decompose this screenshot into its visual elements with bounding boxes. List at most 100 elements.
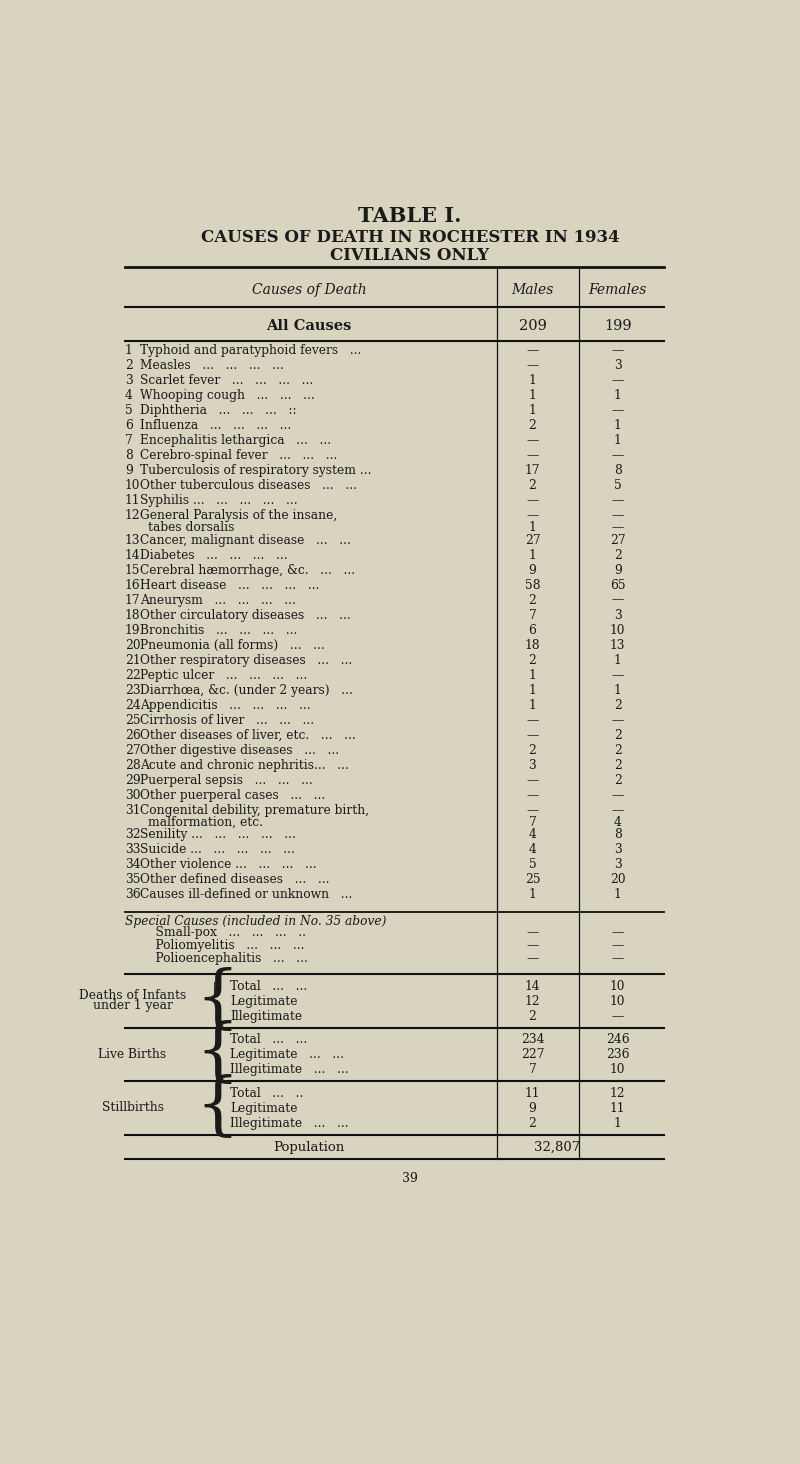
Text: 2: 2 — [529, 744, 536, 757]
Text: 2: 2 — [529, 653, 536, 666]
Text: 30: 30 — [125, 789, 140, 802]
Text: 10: 10 — [125, 479, 140, 492]
Text: CAUSES OF DEATH IN ROCHESTER IN 1934: CAUSES OF DEATH IN ROCHESTER IN 1934 — [201, 228, 619, 246]
Text: Poliomyelitis   ...   ...   ...: Poliomyelitis ... ... ... — [140, 938, 305, 952]
Text: 18: 18 — [125, 609, 141, 622]
Text: CIVILIANS ONLY: CIVILIANS ONLY — [330, 247, 490, 265]
Text: 12: 12 — [525, 994, 540, 1007]
Text: —: — — [611, 521, 624, 534]
Text: 10: 10 — [610, 979, 626, 993]
Text: Other circulatory diseases   ...   ...: Other circulatory diseases ... ... — [140, 609, 351, 622]
Text: —: — — [611, 789, 624, 802]
Text: Causes of Death: Causes of Death — [252, 283, 366, 297]
Text: 2: 2 — [529, 479, 536, 492]
Text: —: — — [611, 493, 624, 507]
Text: Deaths of Infants: Deaths of Infants — [79, 988, 186, 1001]
Text: 58: 58 — [525, 578, 540, 591]
Text: Syphilis ...   ...   ...   ...   ...: Syphilis ... ... ... ... ... — [140, 493, 298, 507]
Text: Cancer, malignant disease   ...   ...: Cancer, malignant disease ... ... — [140, 533, 351, 546]
Text: Legitimate: Legitimate — [230, 1102, 298, 1114]
Text: 65: 65 — [610, 578, 626, 591]
Text: Legitimate: Legitimate — [230, 994, 298, 1007]
Text: Other tuberculous diseases   ...   ...: Other tuberculous diseases ... ... — [140, 479, 358, 492]
Text: 31: 31 — [125, 804, 140, 817]
Text: 1: 1 — [529, 389, 536, 401]
Text: Total   ...   ...: Total ... ... — [230, 1034, 307, 1047]
Text: Special Causes (included in No. 35 above): Special Causes (included in No. 35 above… — [125, 915, 386, 928]
Text: 36: 36 — [125, 889, 141, 902]
Text: 9: 9 — [529, 564, 536, 577]
Text: 10: 10 — [610, 994, 626, 1007]
Text: 3: 3 — [614, 858, 622, 871]
Text: 14: 14 — [525, 979, 540, 993]
Text: 13: 13 — [610, 638, 626, 651]
Text: 25: 25 — [525, 874, 540, 887]
Text: 1: 1 — [125, 344, 133, 357]
Text: —: — — [526, 952, 538, 965]
Text: —: — — [611, 449, 624, 461]
Text: —: — — [611, 593, 624, 606]
Text: 1: 1 — [614, 433, 622, 447]
Text: 6: 6 — [125, 419, 133, 432]
Text: Congenital debility, premature birth,: Congenital debility, premature birth, — [140, 804, 370, 817]
Text: Diarrhœa, &c. (under 2 years)   ...: Diarrhœa, &c. (under 2 years) ... — [140, 684, 353, 697]
Text: 227: 227 — [521, 1048, 544, 1061]
Text: 19: 19 — [125, 624, 141, 637]
Text: —: — — [611, 509, 624, 521]
Text: —: — — [526, 938, 538, 952]
Text: Causes ill-defined or unknown   ...: Causes ill-defined or unknown ... — [140, 889, 353, 902]
Text: Other respiratory diseases   ...   ...: Other respiratory diseases ... ... — [140, 653, 353, 666]
Text: 1: 1 — [614, 653, 622, 666]
Text: Live Births: Live Births — [98, 1048, 166, 1060]
Text: —: — — [611, 952, 624, 965]
Text: Senility ...   ...   ...   ...   ...: Senility ... ... ... ... ... — [140, 829, 296, 842]
Text: —: — — [611, 1010, 624, 1023]
Text: 4: 4 — [125, 389, 133, 401]
Text: 1: 1 — [614, 684, 622, 697]
Text: Other puerperal cases   ...   ...: Other puerperal cases ... ... — [140, 789, 326, 802]
Text: 2: 2 — [614, 549, 622, 562]
Text: 2: 2 — [125, 359, 133, 372]
Text: 5: 5 — [614, 479, 622, 492]
Text: Appendicitis   ...   ...   ...   ...: Appendicitis ... ... ... ... — [140, 698, 311, 712]
Text: —: — — [526, 927, 538, 940]
Text: 4: 4 — [529, 843, 536, 856]
Text: 1: 1 — [529, 684, 536, 697]
Text: Total   ...   ..: Total ... .. — [230, 1086, 303, 1099]
Text: 15: 15 — [125, 564, 140, 577]
Text: 8: 8 — [614, 829, 622, 842]
Text: 2: 2 — [614, 758, 622, 772]
Text: Bronchitis   ...   ...   ...   ...: Bronchitis ... ... ... ... — [140, 624, 298, 637]
Text: 17: 17 — [525, 464, 540, 477]
Text: 32: 32 — [125, 829, 141, 842]
Text: 11: 11 — [610, 1102, 626, 1114]
Text: Other digestive diseases   ...   ...: Other digestive diseases ... ... — [140, 744, 339, 757]
Text: 13: 13 — [125, 533, 140, 546]
Text: Other violence ...   ...   ...   ...: Other violence ... ... ... ... — [140, 858, 317, 871]
Text: —: — — [611, 404, 624, 417]
Text: 1: 1 — [529, 373, 536, 386]
Text: —: — — [526, 714, 538, 726]
Text: —: — — [611, 344, 624, 357]
Text: 1: 1 — [529, 698, 536, 712]
Text: 4: 4 — [614, 815, 622, 829]
Text: Small-pox   ...   ...   ...   ..: Small-pox ... ... ... .. — [140, 927, 306, 940]
Text: 7: 7 — [125, 433, 133, 447]
Text: 5: 5 — [529, 858, 536, 871]
Text: —: — — [526, 359, 538, 372]
Text: 236: 236 — [606, 1048, 630, 1061]
Text: 10: 10 — [610, 1063, 626, 1076]
Text: 25: 25 — [125, 714, 141, 726]
Text: 2: 2 — [614, 744, 622, 757]
Text: —: — — [611, 927, 624, 940]
Text: 2: 2 — [529, 1010, 536, 1023]
Text: Tuberculosis of respiratory system ...: Tuberculosis of respiratory system ... — [140, 464, 372, 477]
Text: 3: 3 — [614, 359, 622, 372]
Text: 2: 2 — [614, 698, 622, 712]
Text: 8: 8 — [614, 464, 622, 477]
Text: 11: 11 — [525, 1086, 540, 1099]
Text: —: — — [526, 509, 538, 521]
Text: Males: Males — [511, 283, 554, 297]
Text: 3: 3 — [125, 373, 133, 386]
Text: 28: 28 — [125, 758, 141, 772]
